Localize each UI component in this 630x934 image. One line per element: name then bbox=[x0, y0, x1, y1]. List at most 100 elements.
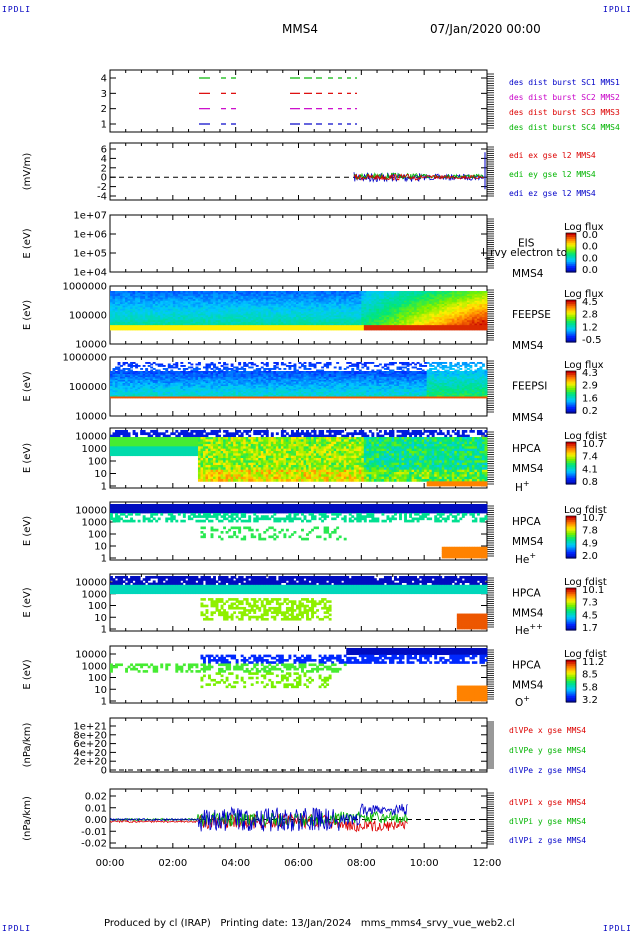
heatmap-cell bbox=[127, 295, 131, 298]
heatmap-cell bbox=[233, 328, 237, 331]
heatmap-cell bbox=[331, 325, 335, 328]
heatmap-cell bbox=[378, 318, 382, 321]
heatmap-cell bbox=[185, 304, 189, 307]
heatmap-cell bbox=[112, 313, 116, 316]
heatmap-cell bbox=[235, 323, 239, 326]
heatmap-cell bbox=[429, 323, 433, 326]
heatmap-cell bbox=[285, 313, 289, 316]
heatmap-cell bbox=[157, 317, 161, 320]
heatmap-cell bbox=[208, 386, 211, 388]
y-tick-label: 2 bbox=[101, 163, 107, 174]
heatmap-cell bbox=[152, 390, 156, 393]
heatmap-cell bbox=[233, 320, 237, 323]
heatmap-cell bbox=[441, 299, 445, 302]
heatmap-cell bbox=[341, 318, 345, 321]
heatmap-cell bbox=[368, 308, 372, 311]
heatmap-cell bbox=[295, 291, 299, 294]
heatmap-cell bbox=[110, 389, 113, 391]
heatmap-cell bbox=[318, 325, 322, 328]
heatmap-cell bbox=[283, 328, 287, 331]
heatmap-cell bbox=[122, 312, 126, 315]
heatmap-cell bbox=[318, 295, 322, 298]
heatmap-cell bbox=[373, 297, 377, 300]
heatmap-cell bbox=[197, 390, 201, 393]
heatmap-cell bbox=[421, 297, 425, 300]
heatmap-cell bbox=[117, 383, 121, 385]
heatmap-cell bbox=[185, 372, 189, 375]
heatmap-cell bbox=[190, 292, 194, 295]
heatmap-cell bbox=[466, 318, 470, 321]
heatmap-cell bbox=[444, 292, 448, 295]
heatmap-cell bbox=[283, 321, 287, 324]
heatmap-cell bbox=[255, 318, 259, 321]
heatmap-cell bbox=[456, 325, 460, 328]
heatmap-cell bbox=[290, 300, 294, 303]
heatmap-cell bbox=[180, 320, 184, 323]
heatmap-cell bbox=[303, 325, 307, 328]
heatmap-cell bbox=[303, 328, 307, 331]
heatmap-cell bbox=[180, 375, 184, 378]
heatmap-cell bbox=[122, 291, 126, 294]
heatmap-cell bbox=[376, 302, 380, 305]
heatmap-cell bbox=[185, 374, 189, 376]
heatmap-cell bbox=[368, 299, 372, 302]
heatmap-cell bbox=[160, 320, 164, 323]
heatmap-cell bbox=[326, 291, 330, 294]
heatmap-cell bbox=[187, 323, 191, 326]
heatmap-cell bbox=[388, 326, 392, 329]
heatmap-cell bbox=[336, 291, 340, 294]
heatmap-cell bbox=[200, 294, 204, 297]
heatmap-cell bbox=[316, 313, 320, 316]
colorbar-segment bbox=[566, 337, 576, 341]
heatmap-cell bbox=[248, 317, 252, 320]
heatmap-cell bbox=[311, 320, 314, 323]
heatmap-cell bbox=[132, 313, 136, 316]
heatmap-cell bbox=[197, 300, 201, 303]
heatmap-cell bbox=[293, 317, 297, 320]
heatmap-cell bbox=[135, 396, 139, 399]
heatmap-cell bbox=[137, 295, 141, 298]
heatmap-cell bbox=[253, 313, 257, 316]
heatmap-cell bbox=[424, 304, 428, 307]
heatmap-cell bbox=[120, 383, 123, 385]
heatmap-cell bbox=[396, 317, 400, 320]
heatmap-cell bbox=[346, 321, 350, 324]
heatmap-cell bbox=[351, 315, 355, 318]
heatmap-cell bbox=[195, 396, 199, 399]
heatmap-cell bbox=[346, 294, 350, 297]
heatmap-cell bbox=[308, 299, 312, 302]
heatmap-cell bbox=[275, 304, 279, 307]
heatmap-cell bbox=[202, 304, 206, 307]
heatmap-cell bbox=[197, 291, 201, 294]
heatmap-cell bbox=[426, 321, 430, 324]
heatmap-cell bbox=[376, 291, 380, 294]
heatmap-cell bbox=[208, 295, 211, 298]
heatmap-cell bbox=[137, 372, 141, 375]
heatmap-cell bbox=[366, 310, 370, 313]
heatmap-cell bbox=[424, 302, 428, 305]
heatmap-cell bbox=[451, 291, 455, 294]
heatmap-cell bbox=[157, 321, 161, 324]
heatmap-cell bbox=[180, 304, 184, 307]
heatmap-cell bbox=[220, 325, 224, 328]
heatmap-cell bbox=[167, 375, 171, 378]
heatmap-cell bbox=[260, 291, 264, 294]
heatmap-cell bbox=[358, 297, 362, 300]
heatmap-cell bbox=[200, 389, 204, 391]
heatmap-cell bbox=[172, 377, 176, 379]
heatmap-cell bbox=[303, 304, 307, 307]
heatmap-cell bbox=[409, 300, 412, 303]
heatmap-cell bbox=[348, 328, 352, 331]
heatmap-cell bbox=[368, 310, 372, 313]
heatmap-cell bbox=[270, 304, 274, 307]
heatmap-cell bbox=[255, 291, 259, 294]
heatmap-cell bbox=[182, 305, 186, 308]
heatmap-cell bbox=[306, 308, 309, 311]
heatmap-cell bbox=[301, 323, 304, 326]
heatmap-cell bbox=[461, 313, 465, 316]
heatmap-cell bbox=[132, 304, 136, 307]
heatmap-cell bbox=[358, 318, 362, 321]
heatmap-cell bbox=[313, 292, 317, 295]
heatmap-cell bbox=[313, 291, 317, 294]
heatmap-cell bbox=[197, 368, 201, 370]
